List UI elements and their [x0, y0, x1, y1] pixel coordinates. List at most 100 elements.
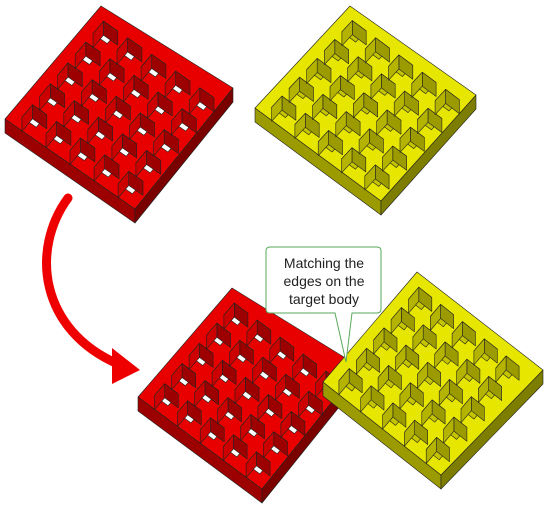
- grid-inner-wall: [153, 129, 165, 157]
- grid-yellow-bottom: [322, 271, 544, 490]
- grid-inner-wall: [147, 91, 159, 119]
- grid-inner-wall: [116, 37, 128, 65]
- arrow-curve: [42, 193, 123, 369]
- callout-line-2: edges on the: [283, 273, 365, 289]
- grid-inner-wall: [234, 377, 246, 404]
- callout-label: Matching the edges on the target body: [266, 254, 382, 308]
- grid-inner-wall: [312, 94, 324, 120]
- grid-inner-wall: [74, 41, 87, 69]
- grid-inner-wall: [382, 402, 394, 430]
- grid-inner-wall: [194, 380, 206, 407]
- grid-inner-wall: [338, 368, 350, 396]
- grid-inner-wall: [408, 286, 420, 314]
- grid-inner-wall: [306, 58, 318, 84]
- grid-inner-wall: [341, 20, 353, 47]
- grid-inner-wall: [434, 89, 446, 115]
- grid-inner-wall: [292, 353, 304, 381]
- grid-inner-wall: [478, 376, 490, 403]
- grid-inner-wall: [105, 96, 117, 124]
- grid-inner-wall: [390, 307, 402, 335]
- grid-inner-wall: [63, 100, 75, 128]
- grid-inner-wall: [222, 434, 234, 462]
- grid-inner-wall: [45, 121, 57, 149]
- grid-inner-wall: [364, 37, 376, 64]
- grid-red-top: [4, 5, 234, 224]
- grid-inner-wall: [382, 145, 394, 172]
- grid-inner-wall: [117, 171, 129, 199]
- grid-inner-wall: [456, 358, 468, 386]
- grid-inner-wall: [434, 341, 446, 369]
- grid-inner-wall: [438, 379, 450, 406]
- grid-inner-wall: [280, 411, 292, 438]
- grid-inner-wall: [376, 109, 388, 136]
- grid-inner-wall: [373, 327, 385, 355]
- grid-inner-wall: [473, 338, 485, 366]
- grid-inner-wall: [370, 73, 382, 100]
- grid-inner-wall: [140, 54, 152, 82]
- grid-inner-wall: [317, 130, 329, 156]
- grid-inner-wall: [421, 399, 433, 427]
- grid-inner-wall: [460, 396, 472, 424]
- grid-inner-wall: [211, 360, 223, 387]
- grid-inner-wall: [188, 343, 200, 370]
- grid-inner-wall: [57, 62, 69, 90]
- grid-inner-wall: [93, 154, 105, 182]
- grid-inner-wall: [377, 365, 389, 392]
- grid-inner-wall: [99, 58, 111, 86]
- grid-inner-wall: [335, 111, 347, 138]
- grid-inner-wall: [206, 322, 218, 350]
- grid-inner-wall: [393, 90, 406, 117]
- grid-inner-wall: [274, 373, 287, 401]
- grid-inner-wall: [257, 394, 269, 421]
- grid-inner-wall: [399, 126, 411, 153]
- arrow-head: [112, 348, 140, 384]
- grid-inner-wall: [412, 324, 424, 352]
- grid-inner-wall: [395, 344, 407, 372]
- grid-inner-wall: [135, 150, 147, 178]
- grid-inner-wall: [164, 70, 176, 98]
- grid-inner-wall: [154, 383, 165, 411]
- grid-inner-wall: [388, 54, 400, 81]
- grid-inner-wall: [171, 108, 183, 136]
- grid-inner-wall: [404, 419, 416, 447]
- grid-inner-wall: [417, 108, 429, 134]
- grid-inner-wall: [123, 75, 135, 103]
- grid-inner-wall: [288, 76, 300, 103]
- grid-inner-wall: [245, 451, 257, 479]
- grid-inner-wall: [229, 339, 241, 367]
- grid-inner-wall: [495, 355, 507, 383]
- grid-inner-wall: [329, 75, 341, 102]
- grid-inner-wall: [188, 87, 201, 115]
- grid-red-bottom: [137, 287, 361, 504]
- grid-inner-wall: [81, 79, 93, 107]
- grid-inner-wall: [323, 39, 336, 65]
- grid-inner-wall: [425, 437, 437, 464]
- grid-inner-wall: [39, 83, 51, 111]
- grid-inner-wall: [429, 304, 441, 331]
- grid-inner-wall: [252, 356, 264, 384]
- grid-inner-wall: [451, 321, 463, 349]
- grid-inner-wall: [416, 361, 429, 389]
- grid-inner-wall: [443, 416, 455, 444]
- grid-inner-wall: [129, 112, 141, 140]
- grid-inner-wall: [347, 56, 359, 83]
- grid-inner-wall: [21, 104, 33, 132]
- grid-inner-wall: [217, 397, 229, 424]
- callout-line-3: target body: [288, 291, 360, 307]
- grid-inner-wall: [177, 400, 188, 428]
- grid-inner-wall: [297, 390, 309, 418]
- grid-inner-wall: [411, 71, 423, 98]
- callout-box: [265, 246, 382, 363]
- grid-inner-wall: [358, 128, 370, 155]
- grid-inner-wall: [246, 319, 258, 347]
- grid-inner-wall: [240, 414, 252, 441]
- grid-yellow-top: [254, 5, 477, 216]
- grid-inner-wall: [271, 95, 283, 122]
- callout-line-1: Matching the: [283, 255, 365, 271]
- grid-inner-wall: [399, 382, 411, 410]
- grid-inner-wall: [355, 347, 367, 375]
- grid-inner-wall: [352, 92, 365, 119]
- grid-inner-wall: [223, 302, 235, 330]
- grid-inner-wall: [111, 133, 123, 161]
